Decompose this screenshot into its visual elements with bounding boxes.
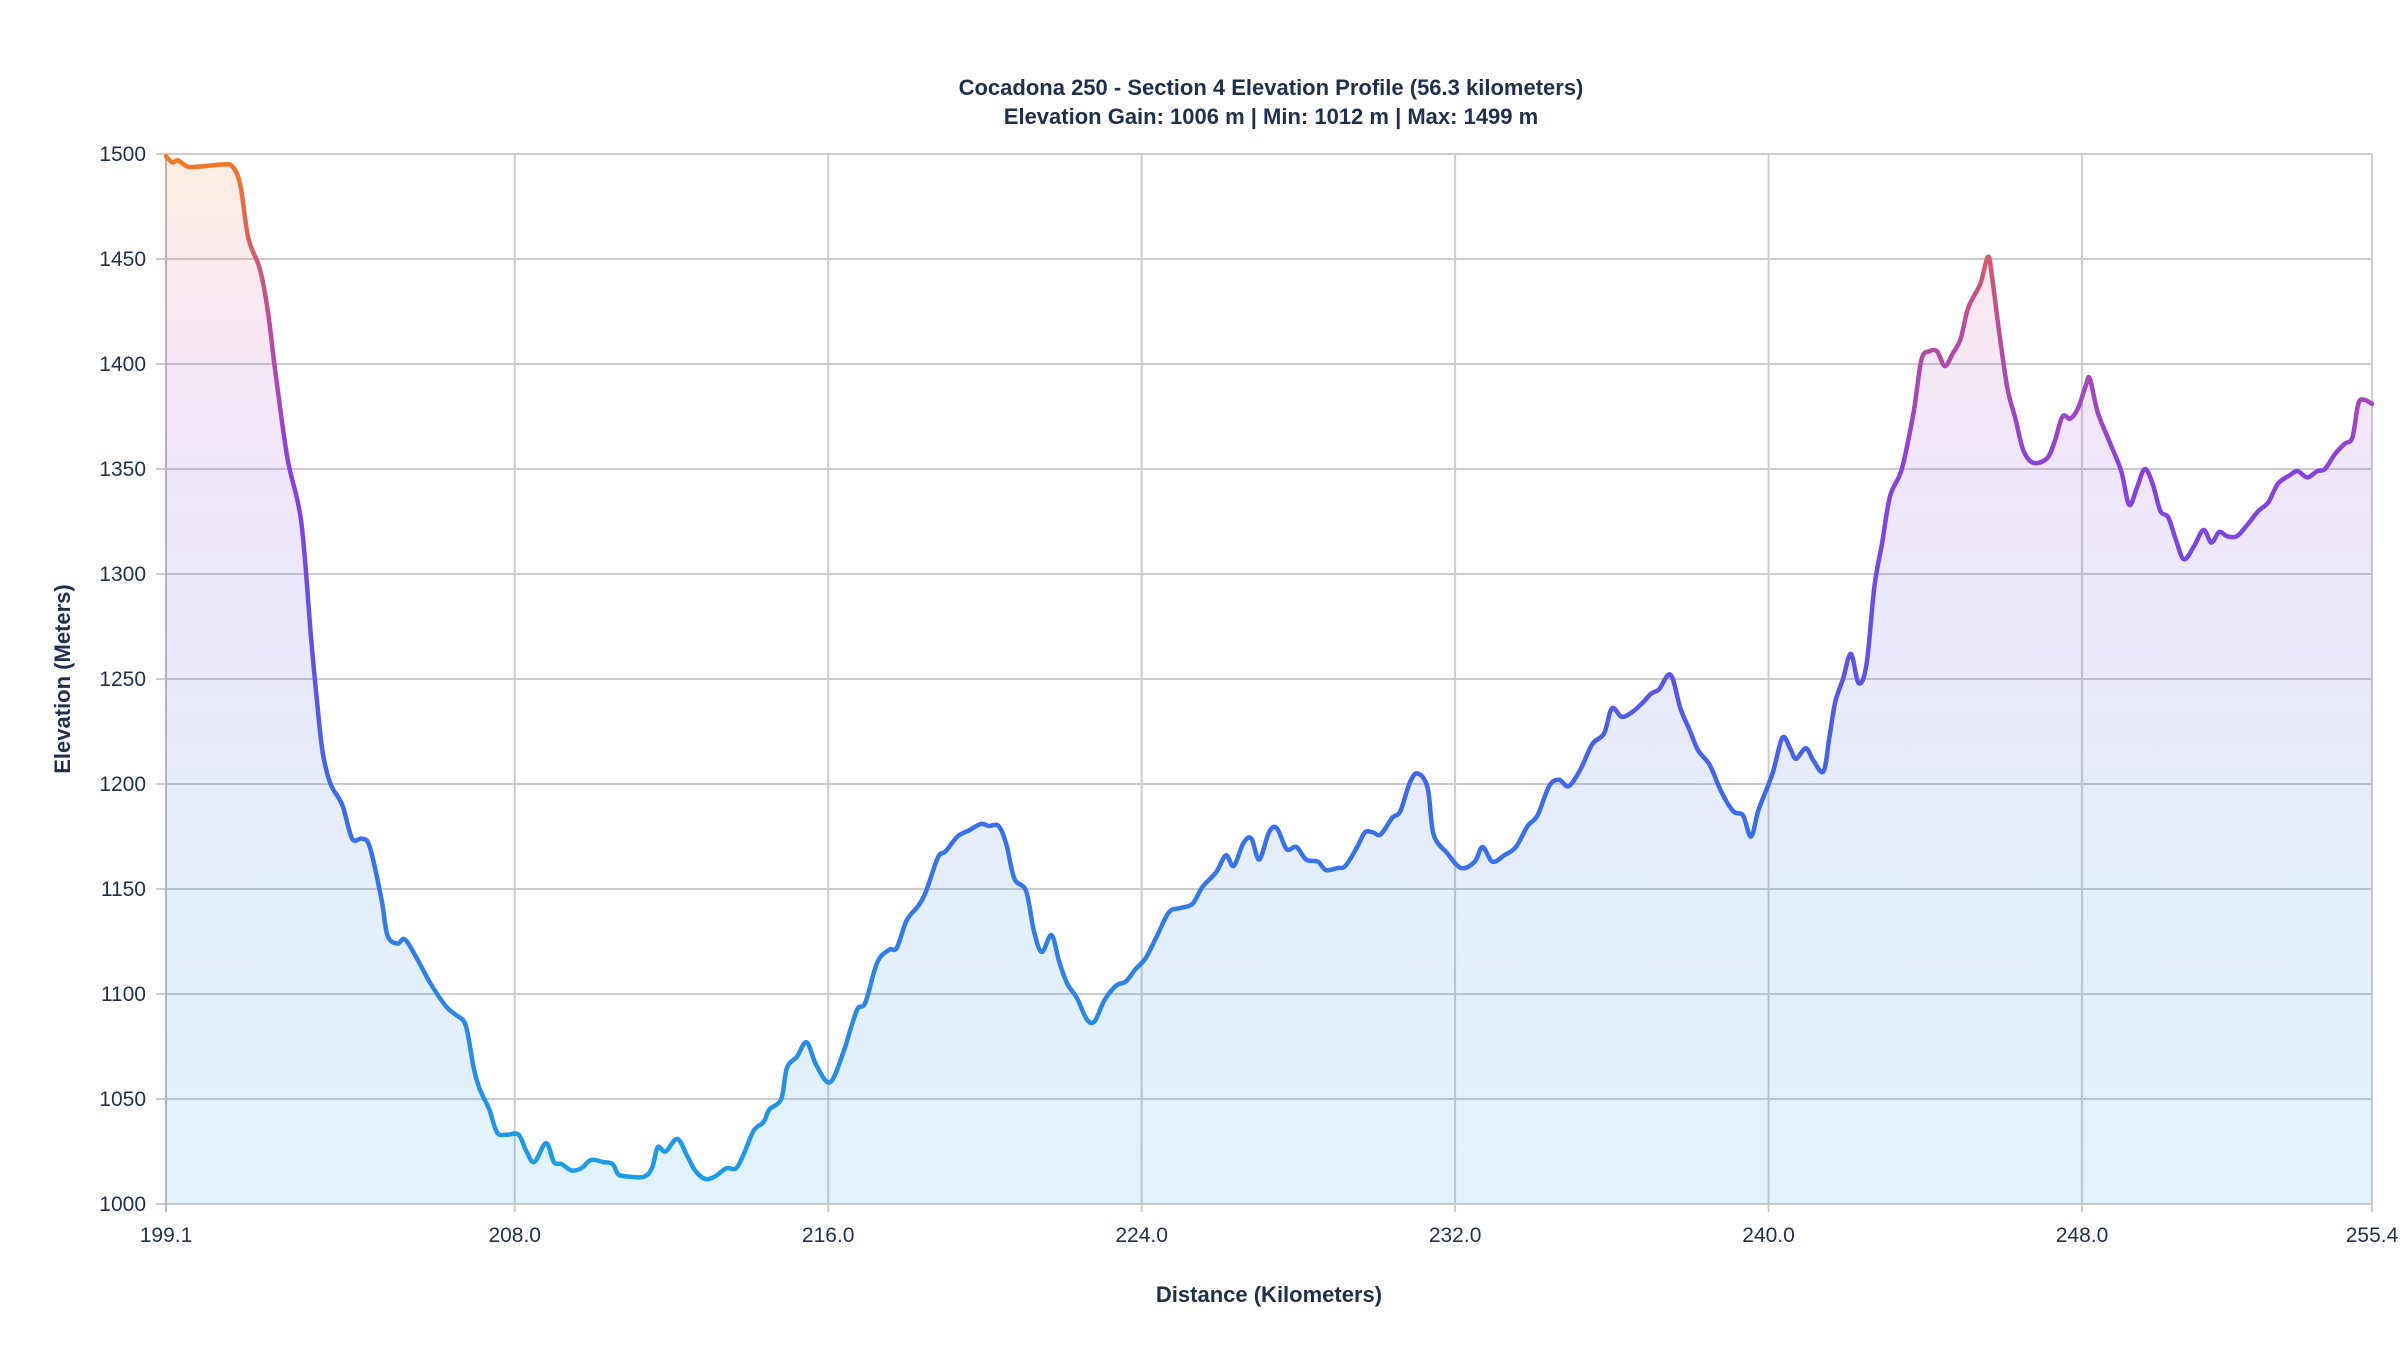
x-tick-label: 248.0 (2056, 1224, 2109, 1247)
elevation-area-fill (166, 156, 2372, 1205)
y-tick-label: 1150 (101, 878, 146, 901)
x-tick-label: 232.0 (1429, 1224, 1482, 1247)
y-tick-label: 1000 (99, 1193, 146, 1216)
x-tick-label: 224.0 (1115, 1224, 1168, 1247)
x-tick-label: 255.4 (2346, 1224, 2399, 1247)
x-tick-label: 208.0 (488, 1224, 541, 1247)
y-tick-label: 1500 (99, 143, 146, 166)
x-tick-label: 240.0 (1742, 1224, 1795, 1247)
x-tick-label: 199.1 (140, 1224, 193, 1247)
y-tick-label: 1350 (99, 458, 146, 481)
y-tick-label: 1250 (99, 668, 146, 691)
y-tick-label: 1100 (101, 983, 146, 1006)
y-tick-label: 1400 (99, 353, 146, 376)
chart-subtitle: Elevation Gain: 1006 m | Min: 1012 m | M… (1004, 104, 1538, 129)
x-tick-label: 216.0 (802, 1224, 855, 1247)
y-tick-label: 1050 (99, 1088, 146, 1111)
x-axis-ticks: 199.1 208.0 216.0 224.0 232.0 240.0 248.0 255.4 (140, 1224, 2399, 1247)
y-axis-ticks: 1000 1050 1100 1150 1200 1250 1300 1350 1400 1450… (99, 143, 146, 1216)
x-axis-label: Distance (Kilometers) (1156, 1282, 1382, 1307)
elevation-line (163, 153, 2375, 1182)
y-tick-label: 1300 (99, 563, 146, 586)
y-tick-label: 1200 (99, 773, 146, 796)
y-tick-label: 1450 (99, 248, 146, 271)
y-axis-label: Elevation (Meters) (50, 584, 75, 774)
chart-title: Cocadona 250 - Section 4 Elevation Profi… (959, 75, 1584, 100)
